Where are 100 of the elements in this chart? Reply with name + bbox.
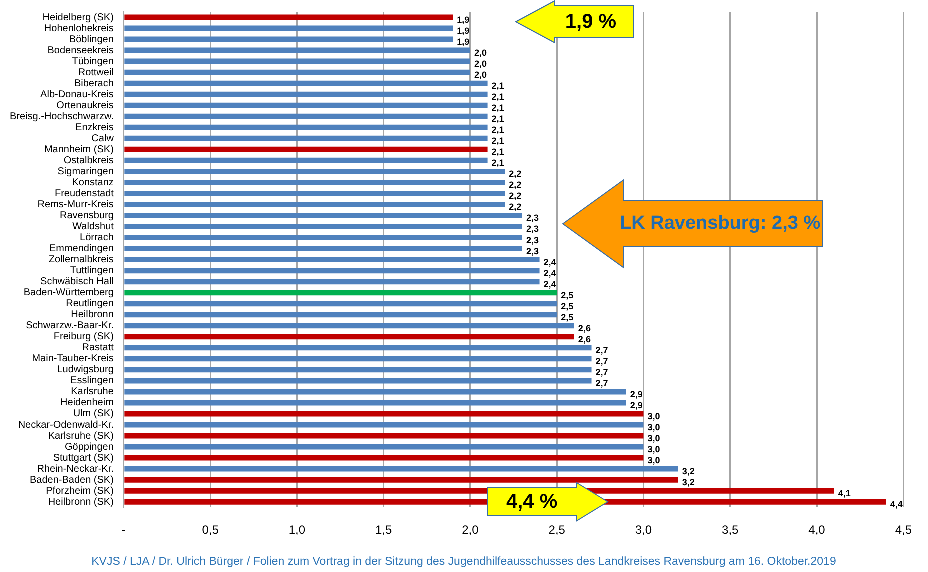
bar — [124, 136, 488, 142]
bar — [124, 212, 522, 218]
y-tick-label: Heidenheim — [60, 398, 114, 409]
bar — [124, 345, 592, 351]
bar — [124, 466, 678, 472]
data-label: 2,5 — [561, 301, 574, 312]
data-label: 2,6 — [578, 334, 591, 344]
bar — [124, 301, 558, 307]
y-tick-label: Emmendingen — [49, 244, 114, 255]
y-tick-label: Rottweil — [78, 67, 114, 78]
bar — [124, 257, 540, 263]
y-tick-label: Hohenlohekreis — [44, 23, 114, 34]
bar — [124, 80, 488, 86]
x-tick-label: 4,5 — [895, 523, 912, 538]
bar — [124, 158, 488, 164]
data-label: 2,2 — [509, 191, 522, 202]
y-tick-label: Neckar-Odenwald-Kr. — [18, 420, 114, 431]
bar — [124, 235, 522, 241]
y-tick-label: Göppingen — [64, 442, 114, 453]
data-label: 2,2 — [509, 202, 522, 212]
text: KVJS / LJA / Dr. Ulrich Bürger / Folien zum Vortrag in der Sitzung des Jugendhilfeausschusses des Landkreises Ravensburg am 16. Oktober.2019 — [90, 555, 838, 570]
y-tick-label: Stuttgart (SK) — [53, 452, 114, 464]
data-label: 1,9 — [457, 37, 470, 48]
data-label: 2,3 — [526, 235, 539, 246]
bar — [124, 36, 454, 42]
data-label: 3,2 — [682, 466, 695, 477]
bar — [124, 180, 506, 186]
data-label: 2,2 — [509, 180, 522, 190]
y-tick-label: Ulm (SK) — [73, 408, 114, 420]
x-tick-label: 1,0 — [288, 523, 306, 538]
y-tick-label: Biberach — [74, 78, 114, 90]
bar — [124, 168, 506, 174]
bar — [124, 334, 574, 340]
data-label: 2,2 — [509, 169, 522, 180]
bar — [124, 411, 644, 417]
y-tick-label: Heilbronn — [71, 310, 114, 321]
data-label: 2,4 — [544, 268, 556, 278]
data-label: 2,1 — [492, 147, 504, 158]
data-label: 2,9 — [630, 400, 643, 410]
y-tick-label: Tübingen — [72, 56, 114, 68]
data-label: 2,1 — [492, 92, 504, 102]
x-tick-label: - — [122, 523, 126, 538]
data-label: 2,3 — [526, 246, 539, 256]
data-label: 1,9 — [457, 14, 470, 25]
bar — [124, 279, 540, 285]
y-tick-label: Karlsruhe (SK) — [48, 430, 114, 442]
data-label: 2,4 — [544, 257, 556, 268]
bar — [124, 389, 626, 395]
y-tick-label: Zollernalbkreis — [48, 254, 114, 266]
bar — [124, 26, 454, 32]
annotation: 4,4 % — [506, 490, 559, 516]
data-label: 2,9 — [630, 389, 643, 400]
y-tick-label: Schwarzw.-Baar-Kr. — [26, 320, 114, 332]
bar — [124, 455, 644, 461]
data-label: 2,6 — [578, 323, 591, 334]
data-label: 2,1 — [492, 158, 504, 168]
y-tick-label: Ortenaukreis — [56, 100, 114, 112]
bar — [124, 246, 522, 252]
y-tick-label: Main-Tauber-Kreis — [32, 354, 114, 365]
bar — [124, 70, 470, 76]
data-label: 2,0 — [474, 59, 487, 70]
bar — [124, 224, 522, 230]
y-tick-label: Mannheim (SK) — [44, 144, 114, 156]
y-tick-label: Freudenstadt — [54, 188, 114, 200]
bar — [124, 367, 592, 373]
x-tick-label: 2,0 — [462, 523, 480, 538]
y-tick-label: Waldshut — [72, 222, 114, 233]
data-label: 2,4 — [544, 279, 556, 290]
data-label: 2,7 — [596, 345, 608, 356]
bar — [124, 268, 540, 274]
bar — [124, 58, 470, 64]
bar — [124, 48, 470, 54]
bar — [124, 14, 454, 20]
data-label: 2,1 — [492, 103, 504, 114]
data-label: 1,9 — [457, 26, 470, 36]
y-tick-label: Heilbronn (SK) — [48, 496, 114, 508]
data-label: 2,3 — [526, 213, 539, 224]
y-tick-label: Konstanz — [72, 177, 114, 188]
y-tick-label: Ostalbkreis — [64, 155, 114, 166]
data-label: 2,0 — [474, 48, 487, 58]
annotation: LK Ravensburg: 2,3 % — [620, 212, 821, 236]
data-label: 4,4 — [890, 500, 903, 510]
bar — [124, 114, 488, 120]
bar — [124, 433, 644, 439]
bar — [124, 323, 574, 329]
y-tick-label: Reutlingen — [66, 298, 114, 310]
x-tick-label: 4,0 — [808, 523, 826, 538]
y-tick-label: Pforzheim (SK) — [46, 486, 114, 497]
y-tick-label: Tuttlingen — [70, 266, 114, 277]
data-label: 3,0 — [648, 444, 660, 455]
data-label: 4,1 — [838, 488, 851, 499]
bar — [124, 290, 558, 296]
y-tick-label: Rhein-Neckar-Kr. — [37, 464, 114, 475]
y-tick-label: Lörrach — [80, 232, 114, 244]
y-tick-label: Enzkreis — [76, 122, 114, 134]
data-label: 2,1 — [492, 125, 504, 136]
y-tick-label: Bodenseekreis — [48, 45, 114, 56]
data-label: 2,5 — [561, 290, 574, 300]
y-tick-label: Karlsruhe — [71, 386, 114, 398]
x-tick-label: 3,5 — [722, 523, 740, 538]
